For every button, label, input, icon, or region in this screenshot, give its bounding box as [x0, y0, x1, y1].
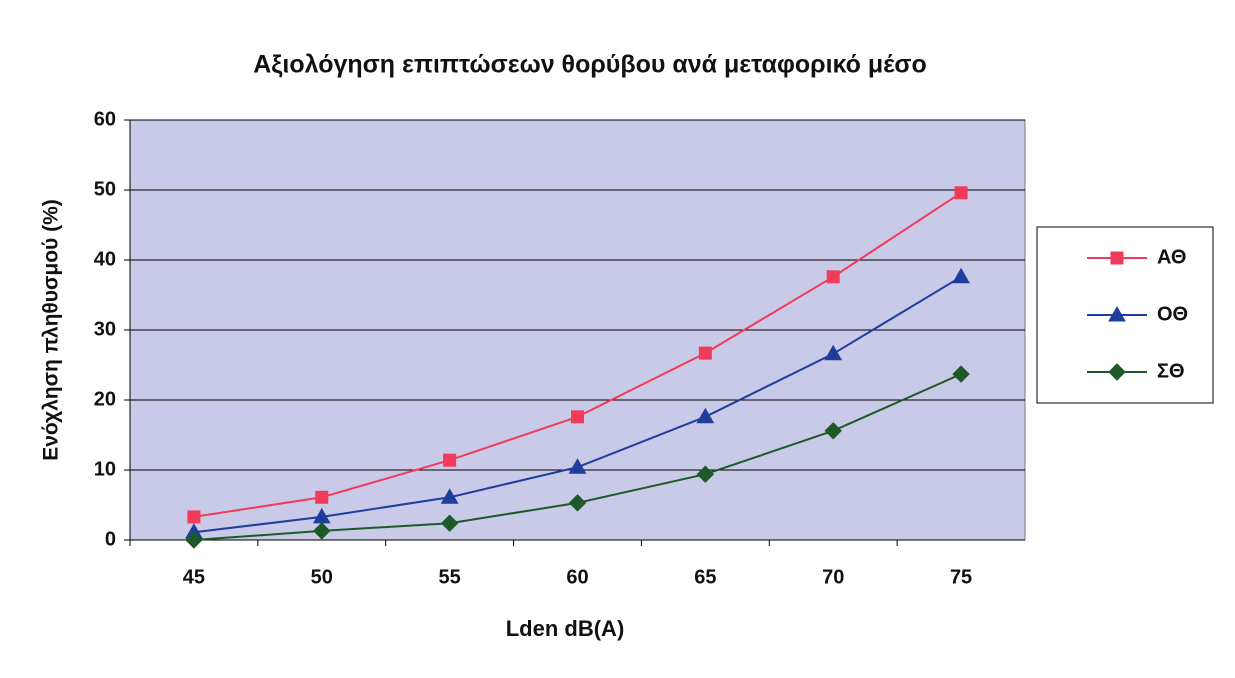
y-tick-label: 50 — [94, 178, 116, 200]
x-tick-label: 50 — [311, 566, 333, 588]
data-point — [315, 490, 329, 504]
data-point — [824, 422, 842, 440]
data-point — [571, 410, 584, 424]
data-point — [443, 453, 457, 467]
y-tick-label: 40 — [94, 248, 116, 270]
x-tick-label: 70 — [822, 566, 844, 588]
legend-label: ΟΘ — [1157, 303, 1188, 325]
x-tick-label: 55 — [439, 566, 461, 588]
y-tick-label: 20 — [94, 388, 116, 410]
data-point — [440, 488, 459, 504]
y-tick-label: 0 — [105, 528, 116, 550]
data-point — [187, 510, 201, 524]
data-point — [952, 267, 970, 284]
legend-marker — [1108, 305, 1126, 322]
x-tick-label: 60 — [566, 566, 588, 588]
x-tick-label: 75 — [950, 566, 972, 588]
x-tick-label: 65 — [694, 566, 716, 588]
data-point — [568, 458, 587, 474]
legend-marker — [1108, 363, 1126, 381]
y-tick-label: 60 — [94, 108, 116, 130]
y-tick-label: 30 — [94, 318, 116, 340]
legend-marker — [1110, 251, 1124, 265]
data-point — [696, 465, 715, 483]
chart-title: Αξιολόγηση επιπτώσεων θορύβου ανά μεταφο… — [253, 51, 927, 79]
data-point — [698, 346, 712, 360]
legend-label: ΑΘ — [1157, 246, 1186, 268]
y-axis-label: Ενόχληση πληθυσμού (%) — [40, 199, 63, 461]
data-point — [954, 186, 968, 200]
data-point — [952, 365, 970, 383]
x-axis-label: Lden dB(A) — [506, 616, 625, 641]
data-point — [696, 407, 715, 424]
data-point — [824, 344, 843, 361]
legend-label: ΣΘ — [1157, 360, 1185, 382]
x-tick-label: 45 — [183, 566, 205, 588]
data-point — [440, 514, 459, 532]
data-point — [185, 531, 203, 549]
data-point — [568, 494, 587, 512]
data-point — [313, 522, 331, 540]
data-point — [826, 270, 840, 284]
y-tick-label: 10 — [94, 458, 116, 480]
